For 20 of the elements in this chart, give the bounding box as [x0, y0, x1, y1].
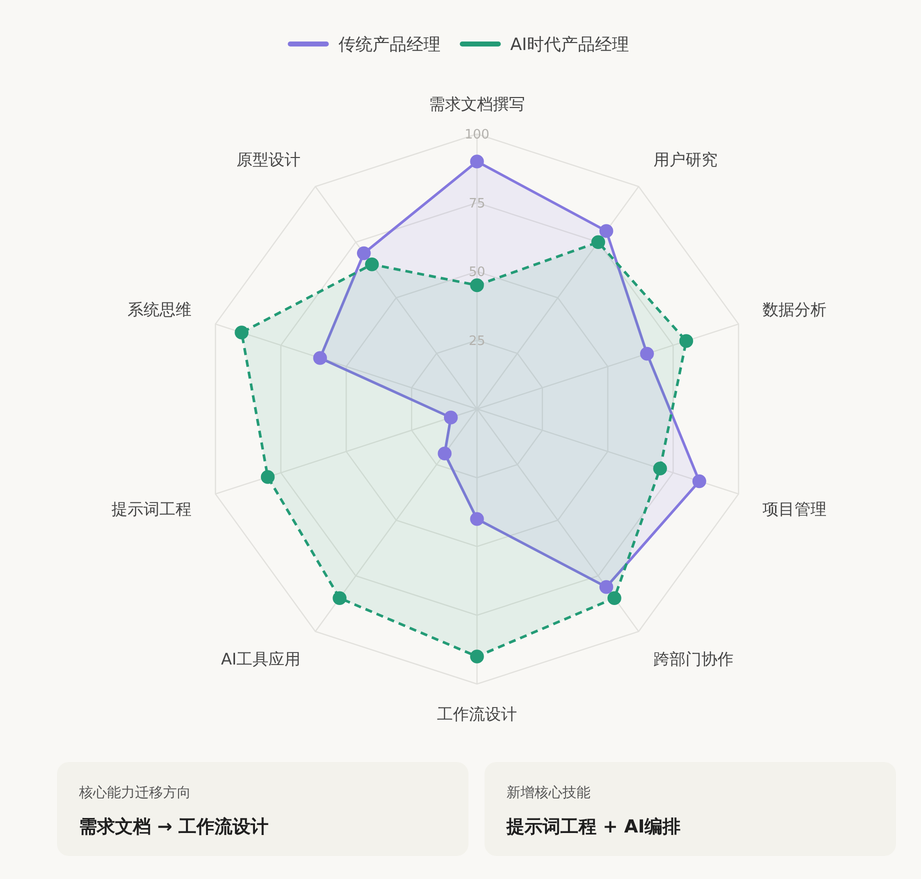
spoke-label: 工作流设计: [437, 704, 517, 724]
text: 新增核心技能: [506, 784, 590, 801]
spoke-label: AI工具应用: [220, 649, 301, 668]
spoke-label: 数据分析: [762, 300, 826, 319]
spoke-label: 系统思维: [128, 300, 192, 319]
text: 需求文档 → 工作流设计: [79, 816, 269, 838]
y-tick-label: 100: [464, 128, 490, 143]
spoke-label: 提示词工程: [112, 499, 192, 518]
spoke-label: 原型设计: [236, 150, 301, 169]
spoke-label: 需求文档撰写: [429, 94, 525, 114]
spoke-label: 跨部门协作: [653, 649, 734, 668]
spoke-label: 项目管理: [762, 499, 826, 518]
y-tick-label: 75: [468, 196, 486, 212]
text: 核心能力迁移方向: [78, 784, 191, 801]
spoke-label: 用户研究: [653, 150, 718, 169]
y-tick-label: 25: [468, 334, 486, 349]
text: 提示词工程 + AI编排: [506, 816, 681, 838]
legend-label: AI时代产品经理: [510, 34, 629, 55]
y-tick-label: 50: [468, 265, 486, 280]
legend-label: 传统产品经理: [338, 34, 440, 55]
